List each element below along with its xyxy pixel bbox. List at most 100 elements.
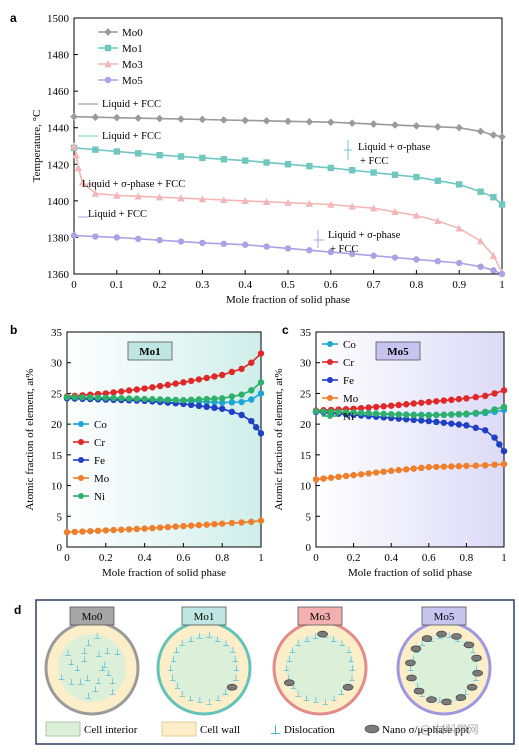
b-point-cr bbox=[203, 374, 210, 382]
nano-precipitate-icon bbox=[405, 659, 416, 667]
b-point-fe bbox=[219, 405, 226, 412]
dislocation-icon: ⊥ bbox=[312, 696, 319, 705]
dislocation-icon: ⊥ bbox=[233, 673, 240, 682]
legend-cell-interior-label: Cell interior bbox=[84, 724, 138, 736]
c-point-fe bbox=[440, 419, 448, 426]
dislocation-icon: ⊥ bbox=[174, 681, 181, 690]
c-point-ni bbox=[455, 410, 463, 418]
dislocation-icon: ⊥ bbox=[65, 648, 72, 657]
dislocation-icon: ⊥ bbox=[188, 635, 195, 644]
nano-precipitate-icon bbox=[421, 635, 433, 642]
dislocation-icon: ⊥ bbox=[285, 673, 292, 682]
a-legend-marker-mo0 bbox=[104, 28, 112, 36]
a-point-mo1 bbox=[135, 150, 142, 157]
b-point-mo bbox=[87, 527, 94, 535]
a-ytick-label: 1440 bbox=[47, 123, 70, 135]
b-point-mo bbox=[195, 521, 203, 529]
dislocation-icon: ⊥ bbox=[170, 655, 177, 664]
a-point-mo3 bbox=[155, 193, 164, 201]
a-legend-label-mo1: Mo1 bbox=[122, 43, 143, 55]
c-point-cr bbox=[448, 396, 455, 404]
b-point-mo bbox=[164, 523, 172, 531]
b-point-ni bbox=[71, 394, 78, 401]
cell-interior-mo1 bbox=[170, 634, 238, 702]
nano-precipitate-icon bbox=[455, 694, 467, 701]
dislocation-icon: ⊥ bbox=[414, 681, 421, 690]
c-point-mo bbox=[410, 465, 417, 472]
dislocation-icon: ⊥ bbox=[419, 690, 426, 699]
c-point-fe bbox=[418, 417, 425, 424]
c-ytick-label: 30 bbox=[300, 358, 312, 370]
chart-b-legend-marker-co bbox=[78, 421, 84, 427]
dislocation-icon: ⊥ bbox=[289, 646, 296, 655]
a-point-mo5 bbox=[242, 241, 249, 248]
a-point-mo3 bbox=[284, 198, 292, 206]
c-point-mo bbox=[320, 475, 327, 482]
b-point-cr bbox=[219, 371, 226, 379]
a-annotation: + FCC bbox=[360, 156, 388, 167]
c-point-mo bbox=[482, 462, 489, 469]
a-point-mo1 bbox=[92, 146, 99, 153]
a-point-mo1 bbox=[391, 171, 399, 178]
nano-precipitate-icon bbox=[413, 687, 425, 695]
a-point-mo0 bbox=[262, 117, 271, 125]
dislocation-icon: ⊥ bbox=[348, 655, 355, 664]
a-xtick-label: 1 bbox=[499, 279, 505, 291]
b-point-ni bbox=[172, 396, 179, 404]
c-ytick-label: 25 bbox=[300, 388, 312, 400]
a-point-mo5 bbox=[306, 247, 313, 254]
c-point-mo bbox=[433, 463, 440, 471]
c-point-fe bbox=[496, 441, 503, 448]
c-point-ni bbox=[410, 411, 417, 419]
b-point-mo bbox=[125, 526, 133, 533]
c-point-cr bbox=[395, 401, 402, 409]
b-point-cr bbox=[211, 373, 218, 380]
a-legend-label-mo3: Mo3 bbox=[122, 59, 143, 71]
a-ytick-label: 1480 bbox=[47, 50, 70, 62]
b-point-cr bbox=[238, 365, 245, 373]
b-point-cr bbox=[141, 385, 148, 392]
a-point-mo1 bbox=[456, 181, 463, 188]
a-point-mo0 bbox=[391, 121, 399, 129]
dislocation-icon: ⊥ bbox=[109, 687, 116, 696]
c-point-ni bbox=[403, 411, 410, 419]
c-point-mo bbox=[440, 463, 448, 470]
watermark: @ 材料学网 bbox=[420, 722, 479, 736]
a-point-mo1 bbox=[306, 162, 313, 170]
c-point-ni bbox=[448, 411, 455, 418]
b-ytick-label: 15 bbox=[51, 450, 63, 462]
chart-c-legend-marker-ni bbox=[327, 413, 333, 419]
a-point-mo5 bbox=[349, 250, 356, 258]
a-point-mo0 bbox=[113, 113, 121, 122]
nano-precipitate-icon bbox=[451, 633, 462, 640]
a-point-mo0 bbox=[498, 133, 506, 141]
chart-c-legend-label-fe: Fe bbox=[343, 375, 354, 387]
c-point-mo bbox=[388, 467, 395, 475]
b-plot-frame bbox=[66, 331, 262, 548]
a-annotation: Liquid + FCC bbox=[88, 209, 147, 220]
a-point-mo3 bbox=[391, 208, 399, 216]
c-point-mo bbox=[418, 464, 425, 472]
b-point-mo bbox=[238, 519, 245, 526]
dislocation-icon: ⊥ bbox=[179, 638, 186, 647]
b-point-mo bbox=[71, 528, 78, 536]
dislocation-icon: ⊥ bbox=[68, 678, 75, 687]
b-xlabel: Mole fraction of solid phase bbox=[102, 567, 226, 579]
chart-c-legend-marker-fe bbox=[327, 377, 333, 383]
a-point-mo0 bbox=[455, 123, 463, 132]
legend-cell-interior-swatch bbox=[45, 721, 81, 737]
nano-precipitate-icon bbox=[441, 698, 452, 706]
panel-label-a: a bbox=[10, 11, 17, 25]
legend-cell-wall-label: Cell wall bbox=[200, 724, 240, 736]
a-annotation: Liquid + FCC bbox=[102, 131, 161, 142]
dislocation-icon: ⊥ bbox=[339, 639, 346, 648]
dislocation-icon: ⊥ bbox=[196, 696, 203, 705]
b-point-fe bbox=[252, 424, 260, 431]
a-point-mo5 bbox=[92, 233, 99, 240]
a-ytick-label: 1400 bbox=[47, 196, 70, 208]
c-point-cr bbox=[380, 403, 387, 410]
b-point-ni bbox=[133, 395, 141, 402]
b-point-cr bbox=[257, 350, 265, 357]
c-point-cr bbox=[455, 395, 463, 403]
